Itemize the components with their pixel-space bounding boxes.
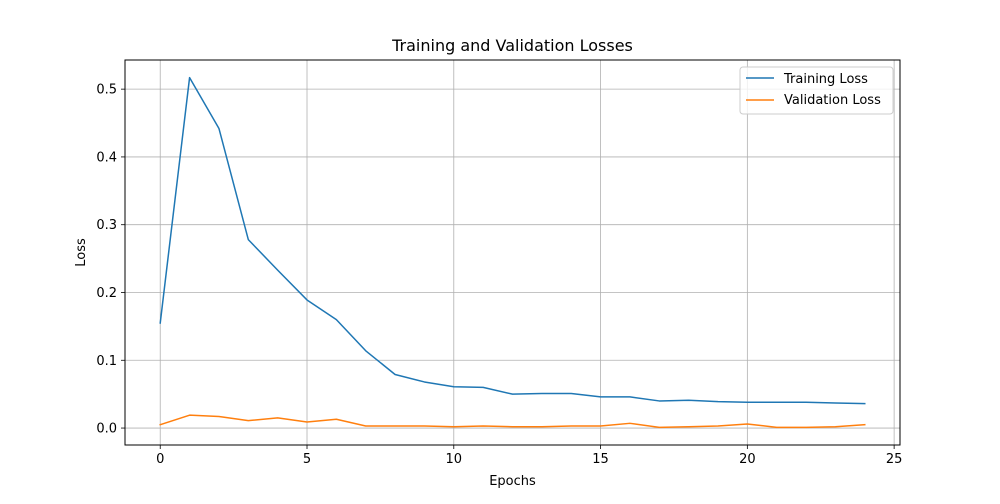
legend-box xyxy=(739,66,894,115)
y-tick-label: 0.3 xyxy=(96,218,117,233)
x-tick-label: 20 xyxy=(739,452,756,467)
chart-title: Training and Validation Losses xyxy=(391,36,633,55)
series-line-validation-loss xyxy=(159,414,866,429)
plot-area-frame xyxy=(124,59,901,446)
series-lines xyxy=(159,76,866,429)
x-axis-ticks: 0 5 10 15 20 25 xyxy=(156,445,902,467)
y-axis-ticks: 0.0 0.1 0.2 0.3 0.4 0.5 xyxy=(96,83,125,437)
y-axis-label: Loss xyxy=(74,238,89,267)
grid-lines xyxy=(125,60,900,445)
x-axis-label: Epochs xyxy=(489,474,536,489)
x-tick-label: 0 xyxy=(156,452,164,467)
series-line-training-loss xyxy=(159,76,866,405)
x-tick-label: 25 xyxy=(886,452,903,467)
y-tick-label: 0.4 xyxy=(96,150,117,165)
y-tick-label: 0.5 xyxy=(96,83,117,98)
y-tick-label: 0.0 xyxy=(96,422,117,437)
x-tick-label: 5 xyxy=(303,452,311,467)
x-tick-label: 10 xyxy=(446,452,463,467)
y-tick-label: 0.2 xyxy=(96,286,117,301)
y-tick-label: 0.1 xyxy=(96,354,117,369)
legend: Training Loss Validation Loss xyxy=(739,66,894,115)
x-tick-label: 15 xyxy=(592,452,609,467)
legend-label-training-loss: Training Loss xyxy=(783,72,868,87)
legend-label-validation-loss: Validation Loss xyxy=(784,93,881,108)
